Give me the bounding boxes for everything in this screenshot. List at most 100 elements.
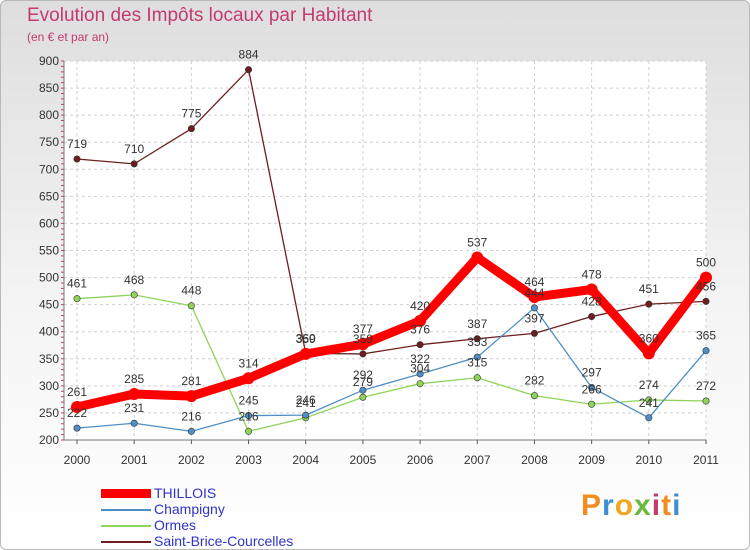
data-point-thillois	[700, 271, 712, 284]
data-point-thillois	[356, 338, 369, 351]
data-point-ormes	[130, 291, 138, 299]
data-point-thillois	[585, 283, 598, 296]
data-point-thillois	[642, 347, 655, 360]
data-point-ormes	[702, 397, 710, 405]
series-thillois	[71, 251, 712, 413]
chart-subtitle: (en € et par an)	[27, 30, 110, 44]
data-point-saint-brice-courcelles	[530, 329, 538, 337]
data-label-thillois: 261	[67, 385, 87, 399]
data-point-champigny	[473, 353, 481, 361]
legend-swatch-thillois	[101, 489, 151, 498]
x-tick-label: 2003	[235, 453, 262, 467]
data-label-ormes: 282	[524, 374, 544, 388]
data-point-ormes	[473, 374, 481, 382]
data-point-champigny	[302, 411, 310, 419]
proxiti-logo: Proxiti	[581, 489, 681, 523]
data-label-saint-brice-courcelles: 775	[181, 107, 201, 121]
x-tick-label: 2004	[292, 453, 319, 467]
data-point-thillois	[128, 387, 141, 400]
y-tick-label: 300	[39, 379, 59, 393]
legend-swatch-champigny	[101, 509, 151, 511]
data-point-champigny	[645, 414, 653, 422]
data-label-thillois: 478	[582, 267, 602, 281]
data-point-saint-brice-courcelles	[588, 313, 596, 321]
data-label-saint-brice-courcelles: 376	[410, 323, 430, 337]
y-tick-label: 650	[39, 189, 59, 203]
data-label-saint-brice-courcelles: 451	[639, 282, 659, 296]
data-label-thillois: 377	[353, 322, 373, 336]
x-tick-label: 2006	[407, 453, 434, 467]
y-tick-label: 500	[39, 271, 59, 285]
x-tick-label: 2008	[521, 453, 548, 467]
data-point-thillois	[299, 347, 312, 360]
data-label-ormes: 274	[639, 378, 659, 392]
data-label-thillois: 281	[181, 374, 201, 388]
data-label-thillois: 285	[124, 372, 144, 386]
y-tick-label: 600	[39, 216, 59, 230]
logo-letter: P	[581, 489, 603, 522]
x-tick-label: 2011	[693, 453, 719, 467]
series-saint-brice-courcelles	[73, 66, 710, 358]
data-point-thillois	[242, 372, 255, 385]
logo-letter: x	[634, 489, 652, 522]
data-label-thillois: 420	[410, 299, 430, 313]
x-tick-label: 2010	[635, 453, 662, 467]
y-tick-label: 350	[39, 352, 59, 366]
y-tick-label: 200	[39, 433, 59, 447]
x-tick-label: 2001	[121, 453, 148, 467]
data-point-champigny	[702, 347, 710, 355]
data-point-saint-brice-courcelles	[130, 160, 138, 168]
data-label-champigny: 365	[696, 329, 716, 343]
data-label-ormes: 266	[582, 382, 602, 396]
logo-letter: t	[661, 489, 673, 522]
data-label-thillois: 464	[524, 275, 544, 289]
data-point-champigny	[130, 419, 138, 427]
data-label-thillois: 314	[239, 356, 259, 370]
logo-letter: i	[672, 489, 682, 522]
data-point-ormes	[245, 427, 253, 435]
data-point-ormes	[359, 393, 367, 401]
data-point-ormes	[530, 392, 538, 400]
data-label-champigny: 297	[582, 365, 602, 379]
data-label-saint-brice-courcelles: 456	[696, 279, 716, 293]
data-point-champigny	[245, 412, 253, 420]
data-label-ormes: 315	[467, 356, 487, 370]
data-point-saint-brice-courcelles	[702, 297, 710, 305]
data-label-ormes: 241	[296, 396, 316, 410]
data-label-saint-brice-courcelles: 719	[67, 137, 87, 151]
data-point-saint-brice-courcelles	[187, 125, 195, 133]
data-label-champigny: 222	[67, 406, 87, 420]
logo-letter: i	[651, 489, 662, 522]
data-label-champigny: 245	[239, 394, 259, 408]
x-tick-label: 2005	[350, 453, 377, 467]
data-label-saint-brice-courcelles: 710	[124, 142, 144, 156]
data-label-champigny: 353	[467, 335, 487, 349]
data-point-saint-brice-courcelles	[359, 350, 367, 358]
data-point-ormes	[73, 295, 81, 303]
data-point-thillois	[71, 400, 83, 413]
data-label-champigny: 246	[296, 393, 316, 407]
y-tick-label: 900	[39, 54, 59, 68]
data-label-ormes: 279	[353, 375, 373, 389]
data-point-champigny	[530, 304, 538, 312]
legend-label-champigny: Champigny	[154, 501, 225, 517]
data-point-saint-brice-courcelles	[473, 335, 481, 343]
data-label-saint-brice-courcelles: 387	[467, 317, 487, 331]
legend-label-saint-brice-courcelles: Saint-Brice-Courcelles	[154, 533, 294, 549]
series-line-thillois	[72, 253, 711, 412]
data-point-champigny	[359, 386, 367, 394]
legend-label-ormes: Ormes	[154, 517, 196, 533]
data-point-champigny	[73, 424, 81, 432]
legend-swatch-saint-brice-courcelles	[101, 541, 151, 543]
data-label-thillois: 360	[639, 331, 659, 345]
data-point-thillois	[414, 314, 427, 327]
x-tick-label: 2007	[464, 453, 491, 467]
legend-label-thillois: THILLOIS	[154, 485, 217, 501]
data-point-saint-brice-courcelles	[416, 341, 424, 349]
data-label-saint-brice-courcelles: 359	[353, 332, 373, 346]
data-point-champigny	[416, 370, 424, 378]
data-label-thillois: 537	[467, 236, 487, 250]
data-point-saint-brice-courcelles	[645, 300, 653, 308]
data-point-thillois	[528, 291, 541, 304]
